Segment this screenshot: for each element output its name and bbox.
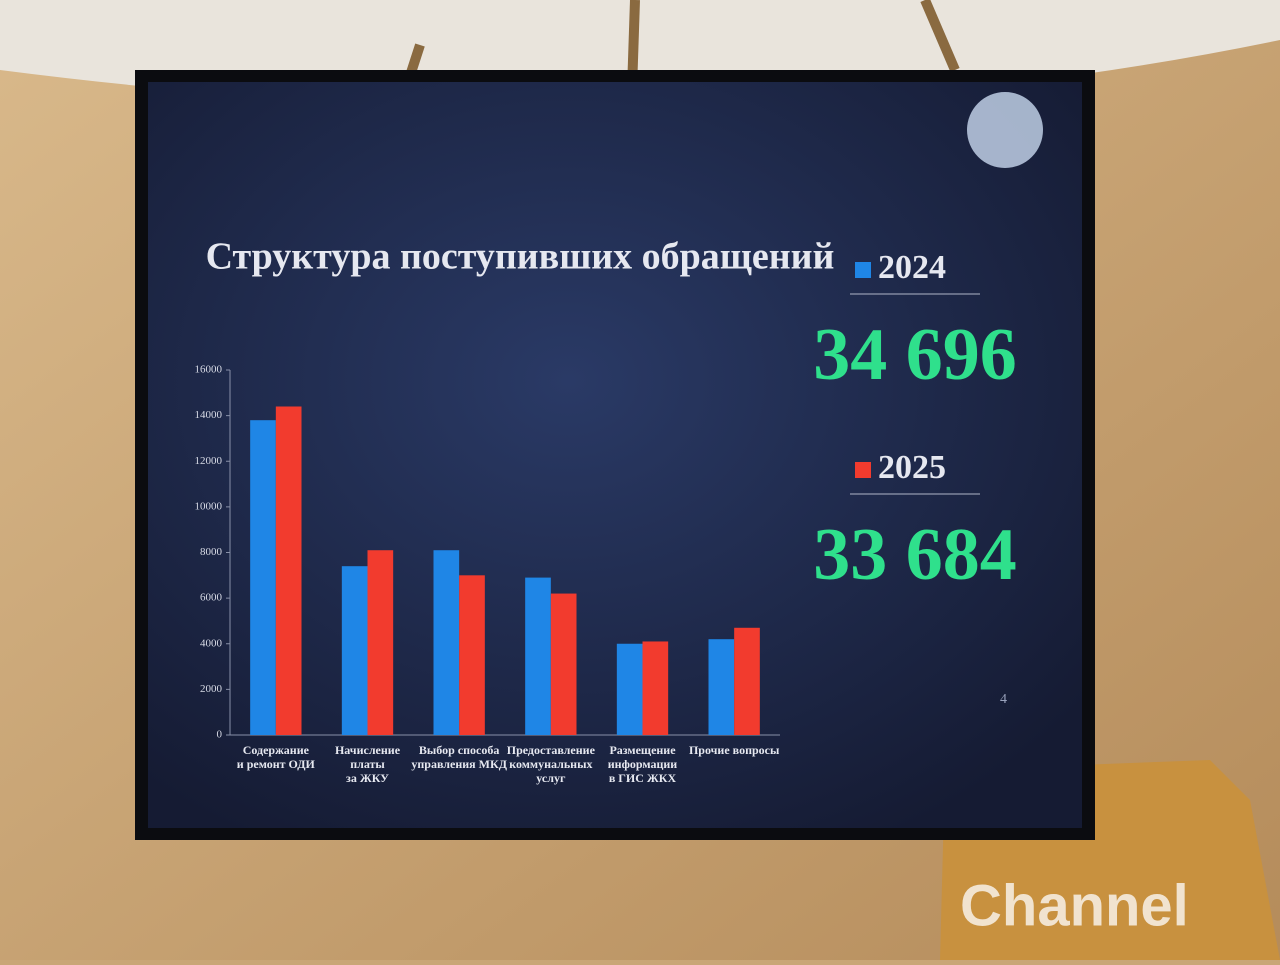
y-tick-label: 14000 — [195, 409, 223, 421]
y-tick-label: 4000 — [200, 637, 223, 649]
total-value: 33 684 — [813, 514, 1017, 596]
x-tick-label: Размещение информации в ГИС ЖКХ — [608, 743, 678, 785]
x-tick-label: Начисление платы за ЖКУ — [335, 743, 401, 785]
bar — [367, 550, 394, 735]
y-tick-label: 0 — [217, 729, 223, 741]
bar — [275, 406, 302, 735]
bar — [616, 643, 643, 735]
bar — [459, 575, 485, 735]
y-tick-label: 12000 — [195, 455, 223, 467]
page-number: 4 — [1000, 692, 1007, 707]
x-tick-label: Прочие вопросы — [689, 743, 780, 757]
chart-title: Структура поступивших обращений — [206, 236, 835, 278]
total-value: 34 696 — [813, 314, 1017, 396]
logo — [967, 92, 1043, 168]
rope — [920, 0, 960, 72]
legend-label: 2024 — [878, 249, 946, 286]
bar — [550, 593, 577, 735]
watermark: Channel — [960, 873, 1189, 938]
bar — [642, 641, 669, 735]
bar — [708, 639, 735, 735]
screen — [148, 82, 1082, 828]
legend-label: 2025 — [878, 449, 946, 486]
y-tick-label: 16000 — [195, 364, 223, 376]
x-tick-label: Выбор способа управления МКД — [411, 743, 507, 771]
legend-swatch — [855, 462, 871, 478]
y-tick-label: 10000 — [195, 500, 223, 512]
bar — [433, 550, 460, 735]
legend-swatch — [855, 262, 871, 278]
bar — [525, 577, 551, 735]
y-tick-label: 2000 — [200, 683, 223, 695]
bar — [250, 420, 276, 735]
x-tick-label: Содержание и ремонт ОДИ — [237, 743, 316, 771]
bar — [734, 627, 760, 735]
bar — [341, 566, 368, 735]
y-tick-label: 8000 — [200, 546, 223, 558]
x-tick-label: Предоставление коммунальных услуг — [507, 743, 596, 785]
y-tick-label: 6000 — [200, 592, 223, 604]
